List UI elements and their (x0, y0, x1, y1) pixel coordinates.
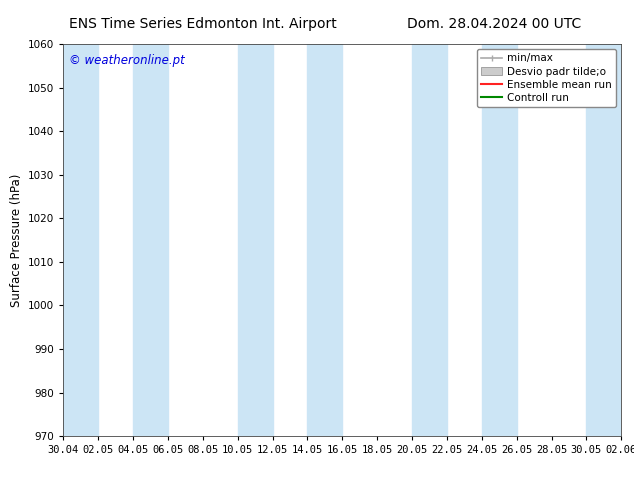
Bar (482, 44, 517, 436)
Bar (307, 44, 342, 436)
Text: Dom. 28.04.2024 00 UTC: Dom. 28.04.2024 00 UTC (408, 17, 581, 31)
Bar (631, 44, 634, 436)
Text: ENS Time Series Edmonton Int. Airport: ENS Time Series Edmonton Int. Airport (69, 17, 337, 31)
Bar (586, 44, 621, 436)
Bar (412, 44, 447, 436)
Legend: min/max, Desvio padr tilde;o, Ensemble mean run, Controll run: min/max, Desvio padr tilde;o, Ensemble m… (477, 49, 616, 107)
Bar (238, 44, 273, 436)
Text: © weatheronline.pt: © weatheronline.pt (69, 54, 184, 67)
Bar (63, 44, 98, 436)
Y-axis label: Surface Pressure (hPa): Surface Pressure (hPa) (10, 173, 23, 307)
Bar (133, 44, 168, 436)
